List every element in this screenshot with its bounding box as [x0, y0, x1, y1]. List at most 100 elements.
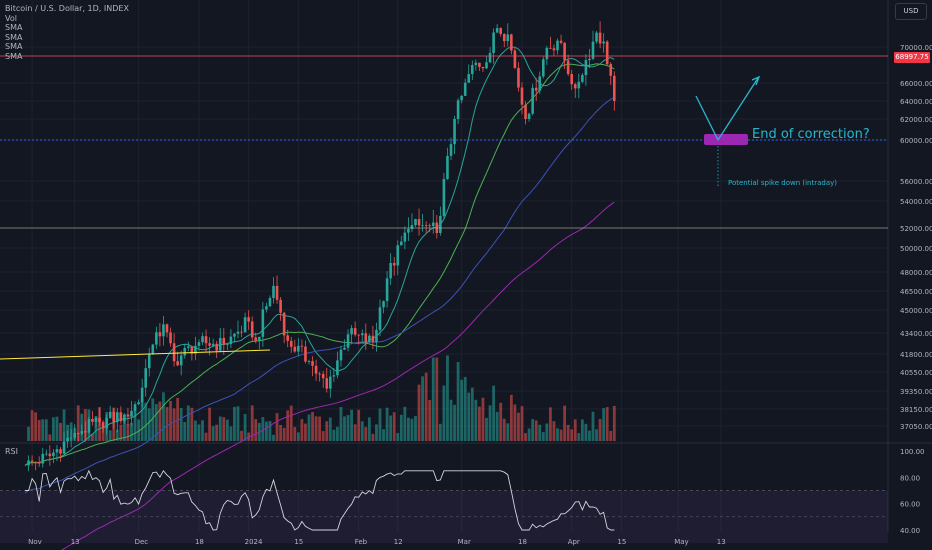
candle	[407, 217, 410, 241]
candle-body	[591, 41, 595, 59]
candle-body	[140, 387, 144, 403]
rsi-label: RSI	[5, 447, 18, 456]
candle-body	[559, 40, 563, 43]
candle-body	[275, 285, 279, 300]
volume-bar	[474, 399, 478, 441]
candle-body	[478, 62, 481, 67]
volume-bar	[403, 406, 407, 441]
volume-bar	[485, 417, 488, 441]
candle	[545, 45, 549, 66]
candle	[424, 221, 428, 233]
y-tick-label: 37050.00	[900, 423, 932, 431]
volume-bar	[453, 404, 456, 441]
annotation-spike-down[interactable]: Potential spike down (intraday)	[728, 179, 838, 187]
candle	[520, 82, 524, 115]
candle	[403, 226, 407, 250]
volume-bar	[48, 434, 52, 441]
candle	[321, 370, 325, 388]
candle	[91, 410, 94, 426]
volume-bar	[265, 421, 268, 441]
candle-body	[563, 42, 566, 61]
x-tick-label: Feb	[355, 538, 368, 546]
candle-body	[613, 75, 616, 101]
y-tick-label: 54000.00	[900, 198, 932, 206]
candle	[343, 339, 346, 351]
candle-body	[424, 225, 428, 227]
volume-bar	[524, 433, 527, 441]
candle-body	[84, 431, 87, 433]
volume-bar	[527, 428, 531, 441]
volume-bar	[591, 411, 595, 441]
candle-body	[133, 404, 137, 411]
volume-bar	[272, 434, 275, 441]
drawings[interactable]	[0, 55, 888, 360]
candle-body	[488, 52, 492, 63]
candle	[307, 359, 311, 365]
candle-body	[407, 229, 410, 233]
candle-body	[513, 50, 517, 68]
volume-bar	[233, 406, 236, 441]
volume-bar	[268, 421, 272, 441]
candle	[84, 421, 87, 442]
x-tick-label: Dec	[135, 538, 149, 546]
volume-bar	[218, 416, 222, 441]
candle	[218, 328, 222, 352]
sma-line-longest	[61, 201, 615, 550]
volume-bar	[318, 416, 322, 441]
y-tick-label: 40550.00	[900, 369, 932, 377]
candles[interactable]	[27, 21, 616, 472]
volume-bar	[147, 408, 151, 441]
rsi-tick-label: 100.00	[900, 448, 925, 456]
volume-bar	[307, 414, 311, 441]
candle	[584, 54, 588, 86]
candle-body	[403, 232, 407, 242]
axes: 70000.00 66000.00 64000.00 62000.00 60000.00…	[28, 44, 932, 546]
candle	[453, 115, 456, 154]
candle-body	[602, 41, 605, 44]
volume-bar	[353, 424, 357, 441]
currency-button[interactable]: USD	[895, 3, 927, 20]
candle-body	[471, 65, 474, 75]
candle-body	[385, 278, 389, 302]
candle	[282, 311, 286, 344]
candle-body	[336, 360, 339, 376]
candle	[378, 299, 382, 337]
candle	[417, 208, 421, 236]
volume-bar	[598, 418, 602, 441]
candle	[591, 30, 595, 61]
candle	[552, 44, 556, 57]
candle	[98, 408, 101, 426]
candle	[495, 24, 499, 34]
rsi-pane	[0, 469, 888, 544]
candle-body	[116, 412, 119, 423]
volume-bar	[417, 384, 421, 441]
current-price-tag: 68997.75	[894, 52, 930, 63]
candle-body	[325, 378, 329, 389]
candle-body	[510, 34, 513, 51]
x-tick-label: 18	[518, 538, 527, 546]
candle-body	[297, 345, 300, 352]
x-tick-label: 13	[717, 538, 726, 546]
candle	[183, 344, 187, 359]
x-tick-label: Mar	[458, 538, 471, 546]
yellow-trend-line	[0, 349, 271, 360]
volume-bar	[119, 424, 123, 441]
candle	[534, 78, 538, 101]
volume-bar	[44, 419, 48, 441]
candle	[314, 359, 318, 381]
candle	[613, 71, 616, 111]
candle	[563, 42, 566, 70]
candle	[570, 69, 573, 90]
sma-label-2: SMA	[5, 32, 23, 42]
candle	[268, 295, 272, 308]
candle	[158, 323, 162, 347]
volume-bar	[126, 423, 130, 441]
volume-bar	[137, 419, 140, 441]
candle	[101, 420, 105, 433]
candle-body	[584, 60, 588, 76]
annotation-end-of-correction[interactable]: End of correction?	[752, 127, 870, 142]
rsi-tick-label: 40.00	[900, 527, 920, 535]
volume-bar	[378, 408, 382, 441]
candle	[456, 98, 460, 124]
